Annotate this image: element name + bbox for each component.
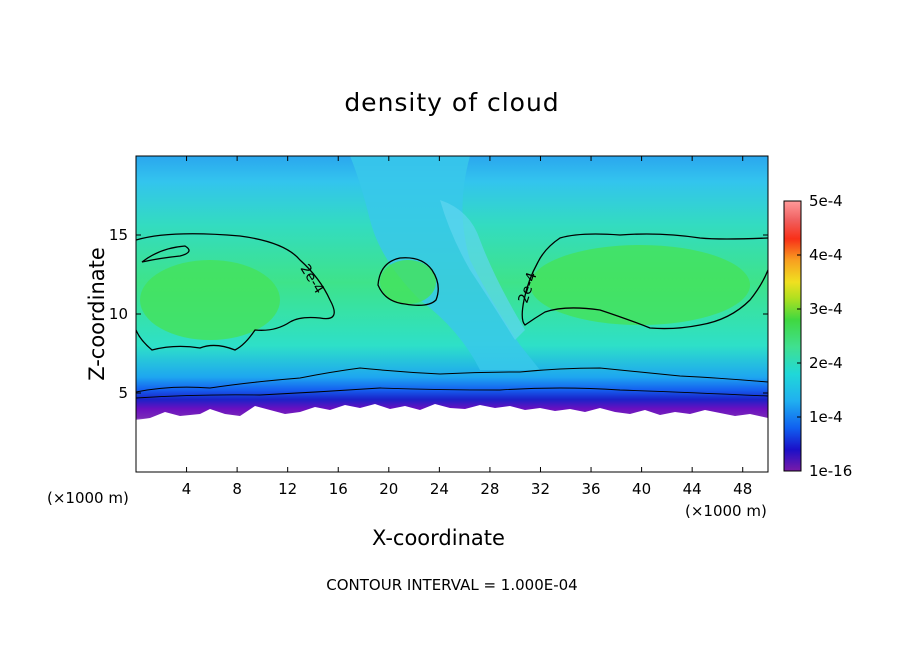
colorbar-min-label: 1e-16 bbox=[809, 462, 852, 480]
contour-2e-4-left-small bbox=[141, 245, 190, 263]
contour-lines bbox=[136, 233, 768, 399]
colorbar: 1e-16 1e-4 2e-4 3e-4 4e-4 5e-4 bbox=[783, 192, 852, 480]
cloud-core-center bbox=[380, 260, 436, 304]
x-tick-label: 8 bbox=[232, 480, 242, 498]
x-axis: 4 8 12 16 20 24 28 32 36 40 44 48 bbox=[182, 156, 752, 498]
colorbar-ticks: 1e-16 1e-4 2e-4 3e-4 4e-4 5e-4 bbox=[797, 192, 852, 480]
x-tick-label: 12 bbox=[278, 480, 297, 498]
density-field bbox=[136, 156, 768, 472]
x-axis-label: X-coordinate bbox=[372, 526, 505, 550]
x-tick-label: 44 bbox=[683, 480, 702, 498]
downdraft-core bbox=[440, 200, 525, 340]
cloud-core-left bbox=[140, 260, 280, 340]
colorbar-tick-label: 2e-4 bbox=[809, 354, 843, 372]
x-tick-label: 48 bbox=[733, 480, 752, 498]
y-tick-label: 5 bbox=[118, 384, 128, 402]
x-tick-label: 24 bbox=[430, 480, 449, 498]
x-tick-label: 4 bbox=[182, 480, 192, 498]
contour-2e-4-center bbox=[377, 257, 439, 306]
y-tick-label: 10 bbox=[109, 305, 128, 323]
downdraft-region bbox=[350, 156, 540, 370]
y-axis: 5 10 15 bbox=[109, 226, 768, 402]
cloud-base-ragged-edge bbox=[136, 404, 768, 472]
x-tick-label: 20 bbox=[379, 480, 398, 498]
contour-2e-4-left bbox=[136, 233, 335, 351]
x-tick-label: 28 bbox=[480, 480, 499, 498]
contour-interval-note: CONTOUR INTERVAL = 1.000E-04 bbox=[326, 576, 578, 594]
colorbar-tick-label: 5e-4 bbox=[809, 192, 843, 210]
colorbar-tick-label: 4e-4 bbox=[809, 246, 843, 264]
x-tick-label: 16 bbox=[329, 480, 348, 498]
cloud-core-right bbox=[530, 245, 750, 325]
chart-title: density of cloud bbox=[344, 88, 560, 117]
colorbar-tick-label: 3e-4 bbox=[809, 300, 843, 318]
x-unit-label-right: (×1000 m) bbox=[685, 502, 767, 520]
y-axis-label: Z-coordinate bbox=[85, 247, 109, 381]
contour-1e-4-lower bbox=[136, 387, 768, 399]
x-unit-label-left: (×1000 m) bbox=[47, 489, 129, 507]
contour-2e-4-right bbox=[521, 233, 768, 330]
colorbar-fill bbox=[783, 200, 802, 472]
y-tick-label: 15 bbox=[109, 226, 128, 244]
contour-1e-4-base bbox=[136, 367, 768, 393]
x-tick-label: 32 bbox=[531, 480, 550, 498]
x-tick-label: 40 bbox=[632, 480, 651, 498]
x-tick-label: 36 bbox=[581, 480, 600, 498]
colorbar-tick-label: 1e-4 bbox=[809, 408, 843, 426]
